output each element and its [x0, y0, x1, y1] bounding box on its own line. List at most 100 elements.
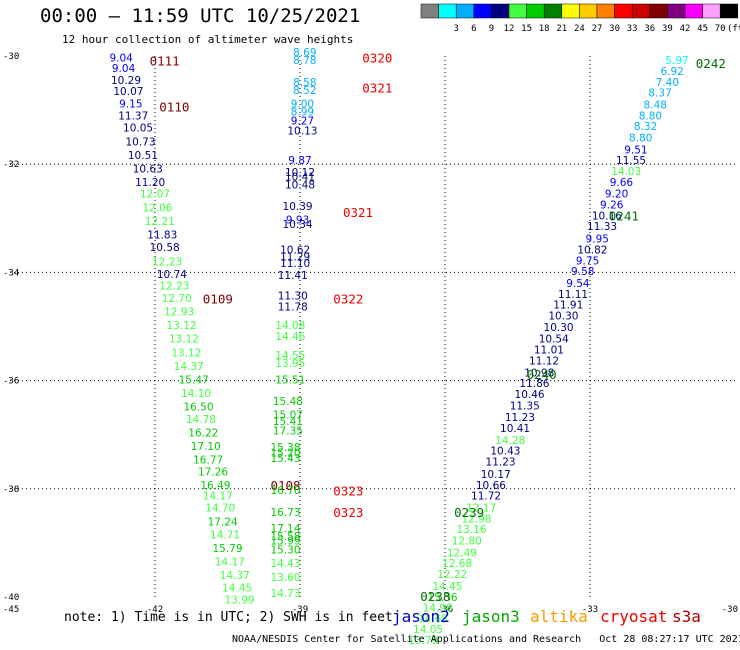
swh-value: 16.50 [183, 401, 213, 413]
swh-value: 14.45 [222, 583, 252, 595]
swh-value: 9.66 [610, 177, 634, 189]
swh-value: 9.58 [571, 266, 594, 278]
swh-value: 9.15 [119, 98, 142, 110]
swh-value: 8.32 [634, 121, 657, 133]
swh-value: 14.37 [220, 570, 250, 582]
swh-value: 12.23 [159, 281, 189, 293]
swh-value: 10.62 [280, 244, 310, 256]
swh-value: 14.05 [413, 624, 443, 636]
swh-value: 12.23 [152, 256, 182, 268]
swh-value: 9.95 [586, 234, 609, 246]
swh-value: 11.37 [118, 110, 148, 122]
x-tick-label: -30 [722, 605, 738, 615]
swh-value: 12.70 [162, 293, 192, 305]
swh-value: 9.04 [112, 63, 136, 75]
y-tick-label: -40 [3, 593, 19, 603]
swh-value: 14.08 [275, 320, 305, 332]
swh-value: 5.97 [665, 55, 688, 67]
swh-value: 16.49 [200, 480, 230, 492]
time-label: 0108 [270, 478, 300, 493]
swh-value: 15.07 [273, 409, 303, 421]
time-label: 0321 [343, 205, 373, 220]
swh-value: 14.71 [210, 530, 240, 542]
track-jason2: 9.049.0410.2910.079.1511.3710.0510.7310.… [109, 52, 300, 606]
legend-tick-label: 12 [504, 24, 515, 34]
swh-value: 15.51 [275, 374, 305, 386]
swh-value: 10.17 [481, 469, 511, 481]
swh-value: 9.87 [288, 155, 311, 167]
swh-value: 13.60 [270, 572, 300, 584]
swh-value: 17.26 [198, 466, 228, 478]
swh-value: 10.30 [548, 310, 578, 322]
swh-value: 11.10 [280, 258, 310, 270]
legend-tick-label: 30 [609, 24, 620, 34]
chart-title: 00:00 – 11:59 UTC 10/25/2021 [40, 5, 361, 27]
swh-value: 9.20 [605, 189, 628, 201]
swh-value: 8.37 [648, 88, 671, 100]
swh-value: 10.05 [123, 123, 153, 135]
swh-value: 11.23 [486, 457, 516, 469]
swh-value: 10.13 [287, 125, 317, 137]
swh-value: 12.49 [447, 547, 477, 559]
swh-value: 10.51 [128, 150, 158, 162]
swh-value: 12.06 [142, 202, 172, 214]
swh-value: 12.17 [466, 503, 496, 515]
swh-value: 14.70 [205, 503, 235, 515]
swh-value: 16.77 [193, 454, 223, 466]
swh-value: 11.55 [616, 155, 646, 167]
swh-value: 10.12 [285, 167, 315, 179]
legend-tick-label: 6 [471, 24, 476, 34]
swh-value: 10.43 [490, 446, 520, 458]
swh-value: 13.12 [169, 334, 199, 346]
time-label: 0110 [159, 99, 189, 114]
swh-value: 10.29 [111, 75, 141, 87]
swh-value: 17.14 [270, 523, 300, 535]
swh-value: 10.46 [515, 389, 545, 401]
legend-tick-label: 33 [627, 24, 638, 34]
swh-value: 10.98 [524, 367, 554, 379]
swh-value: 15.41 [273, 416, 303, 428]
swh-value: 10.66 [476, 480, 506, 492]
swh-value: 9.51 [624, 144, 647, 156]
x-tick-label: -36 [437, 605, 453, 615]
swh-value: 17.10 [191, 441, 221, 453]
swh-value: 11.91 [553, 300, 583, 312]
legend-tick-label: 21 [556, 24, 567, 34]
swh-value: 10.16 [592, 210, 622, 222]
swh-value: 12.22 [437, 569, 467, 581]
swh-value: 13.95 [275, 358, 305, 370]
swh-value: 13.99 [225, 594, 255, 606]
y-tick-label: -38 [3, 485, 19, 495]
swh-value: 15.79 [212, 543, 242, 555]
time-label: 0239 [454, 505, 484, 520]
swh-value: 8.52 [293, 85, 316, 97]
swh-value: 8.78 [293, 55, 316, 67]
legend-tick-label: 3 [453, 24, 458, 34]
swh-value: 11.83 [147, 229, 177, 241]
swh-value: 10.41 [285, 171, 315, 183]
swh-value: 10.07 [113, 86, 143, 98]
note-text: note: 1) Time is in UTC; 2) SWH is in fe… [64, 610, 393, 625]
swh-value: 10.54 [539, 334, 569, 346]
swh-value: 11.30 [278, 290, 308, 302]
swh-value: 10.34 [283, 219, 313, 231]
swh-value: 8.58 [293, 77, 316, 89]
swh-value: 10.58 [150, 242, 180, 254]
x-tick-label: -33 [582, 605, 598, 615]
time-label: 0238 [420, 589, 450, 604]
swh-value: 14.73 [270, 588, 300, 600]
track-cryosat: 8.698.788.588.529.008.999.2710.139.8710.… [270, 47, 392, 600]
swh-value: 11.35 [510, 400, 540, 412]
swh-value: 14.17 [215, 557, 245, 569]
swh-value: 12.93 [164, 307, 194, 319]
swh-value: 12.68 [442, 558, 472, 570]
swh-value: 16.70 [270, 485, 300, 497]
legend-tick-label: 24 [574, 24, 585, 34]
y-tick-label: -30 [3, 52, 19, 62]
time-label: 0320 [362, 51, 392, 66]
swh-value: 15.36 [428, 592, 458, 604]
swh-value: 8.48 [644, 99, 667, 111]
swh-value: 8.99 [291, 107, 314, 119]
time-label: 0323 [333, 505, 363, 520]
